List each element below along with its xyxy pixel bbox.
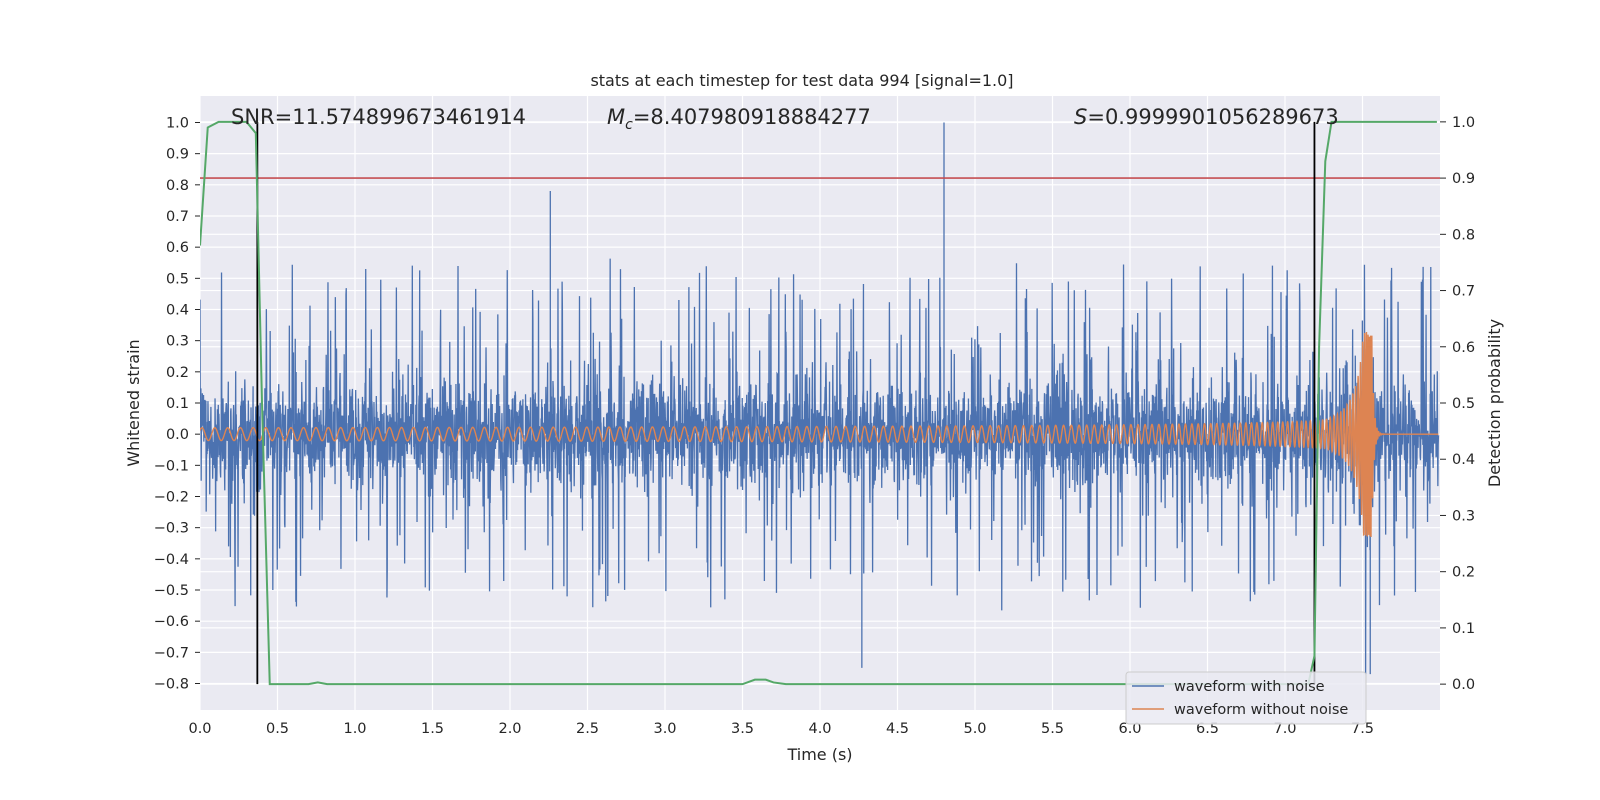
y-tick-label: 0.7 (166, 209, 189, 225)
chirp-mass-value: =8.407980918884277 (633, 105, 871, 129)
y-tick-label: 1.0 (166, 115, 189, 131)
y-tick-label: 0.1 (166, 396, 189, 412)
y-tick-label: 0.4 (166, 302, 189, 318)
x-tick-label: 2.0 (498, 721, 521, 737)
x-axis-label: Time (s) (786, 745, 852, 764)
x-tick-label: 5.0 (963, 721, 986, 737)
y2-tick-label: 0.2 (1452, 565, 1475, 581)
y-tick-label: 0.5 (166, 271, 189, 287)
y-tick-label: −0.2 (154, 490, 189, 506)
y-tick-label: 0.8 (166, 178, 189, 194)
x-tick-label: 2.5 (576, 721, 599, 737)
score-symbol: S (1074, 105, 1087, 129)
y2-tick-label: 0.4 (1452, 452, 1475, 468)
x-tick-label: 1.0 (343, 721, 366, 737)
y-tick-label: 0.3 (166, 334, 189, 350)
series-waveform-without-noise (200, 331, 1439, 538)
x-tick-label: 7.5 (1351, 721, 1374, 737)
y2-tick-label: 0.0 (1452, 677, 1475, 693)
y-tick-label: 0.0 (166, 427, 189, 443)
chirp-mass-symbol: M (607, 105, 625, 129)
legend-label-clean: waveform without noise (1174, 702, 1348, 718)
x-tick-label: 3.0 (653, 721, 676, 737)
y-axis-label: Whitened strain (124, 339, 143, 466)
y2-tick-label: 0.7 (1452, 284, 1475, 300)
y-axis-ticks: 1.0 0.9 0.8 0.7 0.6 0.5 0.4 0.3 0.2 0.1 0.0 −0.1 −0.… (154, 115, 200, 693)
y2-tick-label: 0.6 (1452, 340, 1475, 356)
x-tick-label: 6.0 (1118, 721, 1141, 737)
y2-axis-ticks: 1.0 0.9 0.8 0.7 0.6 0.5 0.4 0.3 0.2 0.1 0.0 (1440, 115, 1475, 693)
legend-box (1125, 671, 1367, 725)
y-tick-label: −0.5 (154, 583, 189, 599)
x-tick-label: 4.0 (808, 721, 831, 737)
legend: waveform with noise waveform without noi… (1125, 671, 1367, 725)
y2-tick-label: 0.3 (1452, 508, 1475, 524)
series-waveform-with-noise (200, 122, 1440, 675)
y-tick-label: −0.4 (154, 552, 189, 568)
y-tick-label: −0.3 (154, 521, 189, 537)
x-tick-label: 7.0 (1273, 721, 1296, 737)
y2-tick-label: 0.9 (1452, 171, 1475, 187)
legend-label-noise: waveform with noise (1174, 679, 1325, 695)
y-tick-label: 0.2 (166, 365, 189, 381)
chirp-mass-subscript: c (625, 117, 633, 133)
x-tick-label: 6.5 (1196, 721, 1219, 737)
y-tick-label: 0.9 (166, 147, 189, 163)
y-tick-label: −0.1 (154, 458, 189, 474)
y2-axis-label: Detection probability (1485, 319, 1504, 487)
x-tick-label: 0.5 (266, 721, 289, 737)
y-tick-label: 0.6 (166, 240, 189, 256)
snr-annotation: SNR=11.574899673461914 (231, 105, 526, 129)
y-tick-label: −0.6 (154, 614, 189, 630)
x-axis-ticks: 0.0 0.5 1.0 1.5 2.0 2.5 3.0 3.5 4.0 4.5 5.0 5.5 6.0 6… (188, 721, 1374, 737)
x-tick-label: 0.0 (188, 721, 211, 737)
score-value: =0.9999901056289673 (1087, 105, 1338, 129)
y2-tick-label: 0.8 (1452, 227, 1475, 243)
y-tick-label: −0.7 (154, 645, 189, 661)
y-tick-label: −0.8 (154, 677, 189, 693)
chirp-mass-annotation: Mc=8.407980918884277 (607, 105, 871, 133)
y2-tick-label: 0.5 (1452, 396, 1475, 412)
chart-title: stats at each timestep for test data 994… (590, 71, 1013, 90)
y2-tick-label: 1.0 (1452, 115, 1475, 131)
x-tick-label: 3.5 (731, 721, 754, 737)
series-detection-probability (200, 120, 1437, 686)
y2-tick-label: 0.1 (1452, 621, 1475, 637)
x-tick-label: 1.5 (421, 721, 444, 737)
score-annotation: S=0.9999901056289673 (1074, 105, 1339, 129)
x-tick-label: 4.5 (886, 721, 909, 737)
x-tick-label: 5.5 (1041, 721, 1064, 737)
